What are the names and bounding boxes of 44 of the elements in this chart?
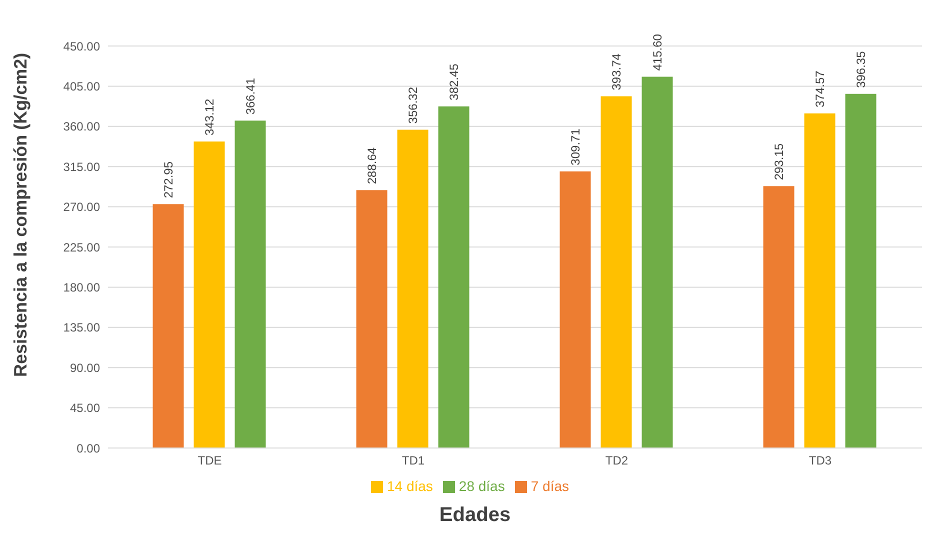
y-tick-label: 0.00 (76, 441, 100, 456)
data-label: 293.15 (772, 143, 786, 180)
y-tick-label: 225.00 (63, 240, 100, 254)
bar (234, 120, 266, 448)
data-label: 272.95 (161, 161, 176, 198)
bar (804, 113, 836, 448)
bar (600, 96, 632, 448)
y-tick-label: 360.00 (63, 120, 100, 134)
data-label: 374.57 (812, 70, 827, 108)
y-tick-label: 90.00 (70, 360, 100, 375)
bar (845, 94, 876, 448)
x-tick-label: TD2 (605, 454, 628, 468)
x-axis-title: Edades (438, 504, 512, 527)
y-tick-label: 315.00 (63, 160, 100, 174)
data-label: 288.64 (364, 147, 379, 184)
x-tick-label: TDE (198, 454, 222, 468)
x-tick-label: TD3 (808, 454, 832, 468)
legend-label: 14 días (386, 478, 433, 494)
bar (194, 141, 225, 448)
bar (642, 76, 673, 448)
data-label: 356.32 (406, 86, 420, 124)
data-label: 366.41 (243, 78, 258, 115)
y-tick-label: 45.00 (70, 401, 100, 416)
y-tick-label: 450.00 (63, 39, 100, 54)
bar (356, 190, 388, 448)
data-label: 382.45 (446, 63, 461, 100)
y-tick-label: 135.00 (63, 320, 100, 335)
data-label: 396.35 (854, 50, 868, 88)
bar (438, 106, 470, 448)
bar (763, 186, 794, 448)
y-axis-title: Resistencia a la compresión (Kg/cm2) (10, 52, 30, 377)
y-tick-label: 405.00 (63, 79, 100, 94)
legend-label: 28 días (458, 478, 505, 494)
bar (152, 204, 184, 448)
data-label: 415.60 (650, 34, 664, 71)
y-tick-label: 270.00 (63, 200, 100, 214)
legend-label: 7 días (530, 478, 569, 494)
y-tick-label: 180.00 (63, 280, 100, 294)
x-tick-label: TD1 (402, 454, 425, 468)
data-label: 393.74 (609, 53, 624, 90)
bar (560, 171, 591, 448)
data-label: 309.71 (568, 128, 582, 166)
data-label: 343.12 (202, 98, 216, 136)
bar (397, 130, 428, 448)
